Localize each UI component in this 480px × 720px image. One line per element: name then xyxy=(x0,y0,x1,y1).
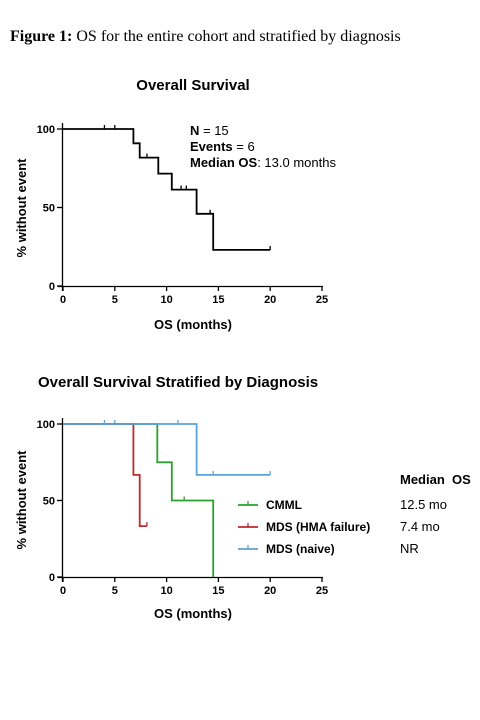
chart1-y-tick-label: 100 xyxy=(37,124,55,136)
chart2-x-axis-label: OS (months) xyxy=(154,606,232,621)
legend-label: CMML xyxy=(266,498,302,512)
caption-prefix: Figure 1: xyxy=(10,28,73,45)
chart1-annotation: N = 15 Events = 6 Median OS: 13.0 months xyxy=(190,123,336,170)
chart1-x-tick-label: 0 xyxy=(60,294,66,306)
median-value: 12.5 mo xyxy=(400,497,447,512)
median-os-header: Median OS xyxy=(400,472,471,487)
chart1-y-tick-label: 50 xyxy=(43,203,55,215)
caption-text: OS for the entire cohort and stratified … xyxy=(76,28,401,45)
chart1-x-tick-label: 15 xyxy=(212,294,224,306)
chart2-series-line-mds-hma-failure- xyxy=(63,423,147,527)
chart2-x-tick-label: 20 xyxy=(264,585,276,597)
chart1-x-tick-label: 20 xyxy=(264,294,276,306)
chart1-x-axis-label: OS (months) xyxy=(154,317,232,332)
chart2-x-tick-label: 0 xyxy=(60,585,66,597)
chart2-x-tick-label: 25 xyxy=(316,585,328,597)
chart2-y-tick-label: 50 xyxy=(43,496,55,508)
annotation-median-os: Median OS: 13.0 months xyxy=(190,155,336,170)
chart2-title: Overall Survival Stratified by Diagnosis xyxy=(38,374,318,391)
median-value: NR xyxy=(400,541,419,556)
chart1-x-tick-label: 5 xyxy=(112,294,118,306)
legend-label: MDS (naive) xyxy=(266,542,335,556)
chart2-y-tick-label: 100 xyxy=(37,419,55,431)
chart2-series-line-mds-naive- xyxy=(63,423,271,476)
chart1-title: Overall Survival xyxy=(136,77,249,94)
chart1-y-axis-label: % without event xyxy=(14,158,29,258)
chart2-x-tick-label: 5 xyxy=(112,585,118,597)
annotation-events: Events = 6 xyxy=(190,139,255,154)
figure-caption: Figure 1: OS for the entire cohort and s… xyxy=(10,28,401,46)
legend-label: MDS (HMA failure) xyxy=(266,520,370,534)
median-value: 7.4 mo xyxy=(400,519,440,534)
chart2-x-tick-label: 10 xyxy=(160,585,172,597)
chart1-x-tick-label: 25 xyxy=(316,294,328,306)
annotation-n: N = 15 xyxy=(190,123,229,138)
overall-survival-chart: Overall Survival OS (months) % without e… xyxy=(14,77,336,332)
chart1-x-tick-label: 10 xyxy=(160,294,172,306)
chart2-y-tick-label: 0 xyxy=(49,572,55,584)
chart2-x-tick-label: 15 xyxy=(212,585,224,597)
chart2-series-line-cmml xyxy=(63,423,215,577)
chart1-y-tick-label: 0 xyxy=(49,281,55,293)
chart2-y-axis-label: % without event xyxy=(14,450,29,550)
stratified-survival-chart: Overall Survival Stratified by Diagnosis… xyxy=(14,374,471,621)
chart1-series-line xyxy=(63,128,271,251)
